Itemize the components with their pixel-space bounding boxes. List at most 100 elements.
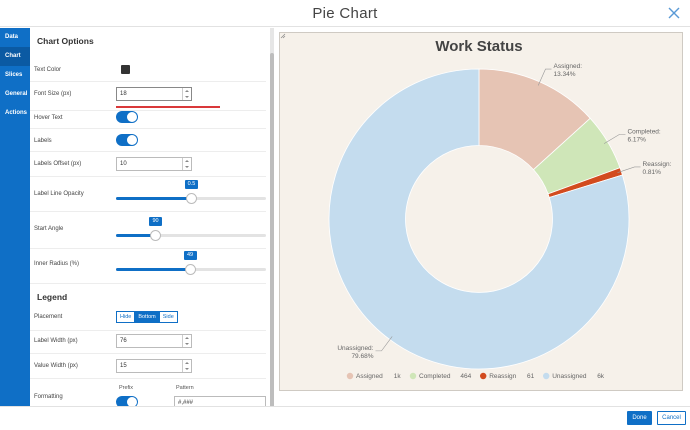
value-width-stepper[interactable] bbox=[182, 360, 191, 372]
slider-thumb[interactable] bbox=[150, 230, 161, 241]
resize-handle-icon[interactable] bbox=[280, 33, 286, 39]
slider-thumb[interactable] bbox=[186, 193, 197, 204]
placement-label: Placement bbox=[34, 314, 63, 320]
divider bbox=[30, 378, 266, 379]
label-width-input[interactable]: 76 bbox=[116, 334, 192, 348]
legend-value: 464 bbox=[460, 373, 471, 380]
divider bbox=[30, 81, 266, 82]
text-color-label: Text Color bbox=[34, 67, 62, 73]
labels-offset-value: 10 bbox=[120, 161, 127, 167]
slice-label-name: Completed: bbox=[627, 128, 660, 135]
divider bbox=[30, 283, 266, 284]
font-size-label: Font Size (px) bbox=[34, 91, 72, 97]
prefix-label: Prefix bbox=[119, 385, 134, 391]
font-size-stepper[interactable] bbox=[182, 88, 191, 100]
legend-value: 1k bbox=[394, 373, 402, 380]
slider-fill bbox=[116, 234, 155, 237]
legend-label: Assigned bbox=[356, 373, 383, 380]
slice-label-percent: 6.17% bbox=[627, 136, 646, 143]
labels-offset-input[interactable]: 10 bbox=[116, 157, 192, 171]
chart-options-panel: Chart Options Text Color Font Size (px) … bbox=[30, 28, 274, 406]
placement-bottom-option[interactable]: Bottom bbox=[135, 312, 160, 322]
labels-offset-stepper[interactable] bbox=[182, 158, 191, 170]
legend-label: Unassigned bbox=[552, 373, 587, 380]
tab-actions[interactable]: Actions bbox=[5, 110, 28, 116]
formatting-label: Formatting bbox=[34, 394, 63, 400]
legend-item-reassign[interactable]: Reassign 61 bbox=[480, 372, 535, 380]
legend-item-unassigned[interactable]: Unassigned 6k bbox=[543, 372, 605, 380]
label-line bbox=[375, 336, 393, 352]
dialog-footer: Done Cancel bbox=[0, 406, 690, 430]
legend-swatch bbox=[543, 372, 550, 380]
inner-radius-bubble: 49 bbox=[183, 251, 197, 260]
labels-toggle[interactable] bbox=[116, 134, 138, 146]
divider bbox=[30, 353, 266, 354]
inner-radius-slider[interactable]: 49 bbox=[116, 251, 266, 275]
label-line-opacity-bubble: 0.5 bbox=[185, 180, 198, 189]
legend-label: Completed bbox=[419, 373, 451, 380]
value-width-label: Value Width (px) bbox=[34, 363, 78, 369]
settings-tabs: Data Chart Slices General Actions bbox=[0, 28, 30, 406]
slider-thumb[interactable] bbox=[184, 264, 196, 275]
slice-label-percent: 79.68% bbox=[351, 353, 373, 360]
title-bar: Pie Chart bbox=[0, 0, 690, 27]
pie-chart: Work Status Assigned:13.34% Completed:6.1… bbox=[328, 38, 672, 380]
label-line-opacity-slider[interactable]: 0.5 bbox=[116, 180, 266, 204]
legend-item-completed[interactable]: Completed 464 bbox=[409, 372, 472, 380]
start-angle-slider[interactable]: 90 bbox=[116, 217, 266, 241]
label-line bbox=[603, 134, 626, 144]
label-line bbox=[537, 68, 552, 86]
placement-side-option[interactable]: Side bbox=[159, 312, 177, 322]
slice-label-name: Reassign: bbox=[643, 161, 672, 168]
options-scrollbar[interactable] bbox=[270, 28, 274, 413]
slice-unassigned[interactable] bbox=[328, 68, 630, 370]
label-width-label: Label Width (px) bbox=[34, 338, 78, 344]
divider bbox=[30, 248, 266, 249]
prefix-toggle[interactable] bbox=[116, 396, 138, 406]
tab-data[interactable]: Data bbox=[5, 34, 19, 40]
chart-preview: Work Status Assigned: 13.34% Completed: 6.1… bbox=[279, 32, 683, 391]
slider-fill bbox=[116, 197, 191, 200]
slice-labels-group: Assigned:13.34% Completed:6.17% Reassign:0… bbox=[337, 63, 671, 360]
pattern-label: Pattern bbox=[176, 385, 194, 391]
legend-item-assigned[interactable]: Assigned 1k bbox=[346, 372, 402, 380]
pattern-input[interactable]: #,### bbox=[174, 396, 266, 406]
cancel-button[interactable]: Cancel bbox=[657, 411, 686, 425]
slice-label-name: Assigned: bbox=[553, 63, 582, 70]
legend-heading: Legend bbox=[37, 292, 68, 302]
placement-hide-option[interactable]: Hide bbox=[117, 312, 136, 322]
slice-label-percent: 0.81% bbox=[643, 169, 662, 176]
divider bbox=[30, 110, 266, 111]
chart-title: Work Status bbox=[435, 38, 522, 55]
start-angle-label: Start Angle bbox=[34, 226, 64, 232]
tab-slices[interactable]: Slices bbox=[5, 72, 23, 78]
close-icon[interactable] bbox=[666, 5, 682, 21]
text-color-swatch[interactable] bbox=[121, 65, 130, 74]
font-size-input[interactable]: 18 bbox=[116, 87, 192, 101]
label-width-stepper[interactable] bbox=[182, 335, 191, 347]
slice-label-percent: 13.34% bbox=[553, 71, 575, 78]
scrollbar-thumb[interactable] bbox=[270, 53, 274, 413]
tab-chart[interactable]: Chart bbox=[0, 47, 30, 66]
pattern-value: #,### bbox=[178, 400, 194, 406]
label-line-opacity-label: Label Line Opacity bbox=[34, 191, 84, 197]
divider bbox=[30, 211, 266, 212]
value-width-input[interactable]: 15 bbox=[116, 359, 192, 373]
slice-label-name: Unassigned: bbox=[337, 345, 373, 352]
hover-text-label: Hover Text bbox=[34, 115, 63, 121]
start-angle-bubble: 90 bbox=[149, 217, 162, 226]
labels-offset-label: Labels Offset (px) bbox=[34, 161, 82, 167]
legend-swatch bbox=[409, 372, 417, 380]
slices-group bbox=[328, 68, 630, 370]
divider bbox=[30, 151, 266, 152]
done-button[interactable]: Done bbox=[627, 411, 652, 425]
hover-text-toggle[interactable] bbox=[116, 111, 138, 123]
font-size-focus-underline bbox=[116, 106, 220, 108]
chart-options-heading: Chart Options bbox=[37, 36, 94, 46]
divider bbox=[30, 128, 266, 129]
label-width-value: 76 bbox=[120, 338, 127, 344]
tab-general[interactable]: General bbox=[5, 91, 28, 97]
legend-value: 61 bbox=[527, 373, 535, 380]
legend-swatch bbox=[346, 372, 354, 380]
divider bbox=[30, 176, 266, 177]
